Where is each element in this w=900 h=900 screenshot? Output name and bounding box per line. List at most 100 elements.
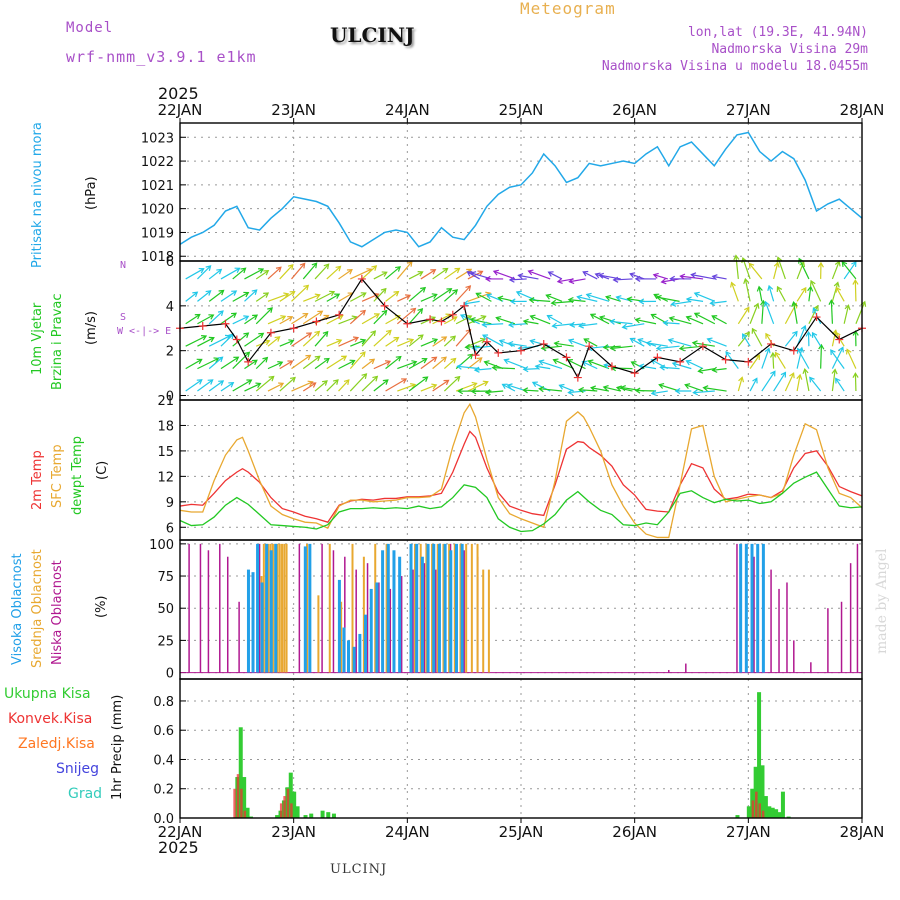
wind-arrow — [784, 372, 795, 392]
wind-arrow — [493, 270, 516, 280]
wind-arrowhead — [384, 360, 392, 366]
wind-arrow — [373, 271, 387, 280]
wind-arrowhead — [289, 376, 296, 383]
low-cloud-bar — [463, 550, 465, 673]
wind-arrow — [579, 323, 598, 327]
wind-arrow — [385, 291, 399, 302]
wind-arrowhead — [711, 274, 718, 281]
wind-arrow — [220, 382, 234, 392]
wind-arrowhead — [218, 289, 225, 296]
wind-arrow — [616, 386, 633, 392]
wind-arrow — [737, 377, 743, 392]
model-label: Model — [66, 20, 114, 36]
wind-arrowhead — [442, 267, 449, 274]
low-cloud-bar — [685, 663, 687, 673]
wind-arrow — [255, 357, 268, 370]
wind-arrow — [509, 278, 527, 281]
wind-arrowhead — [201, 335, 208, 341]
wind-arrowhead — [851, 260, 857, 267]
wind-arrowhead — [553, 340, 560, 347]
wind-arrowhead — [360, 309, 367, 316]
y-tick-label: 9 — [166, 496, 174, 511]
wind-arrow — [692, 342, 715, 347]
wind-arrow — [595, 273, 610, 280]
wind-arrowhead — [711, 315, 718, 321]
wind-arrowhead — [538, 359, 545, 366]
wind-arrowhead — [417, 334, 424, 340]
wind-arrowhead — [471, 381, 478, 388]
wind-arrowhead — [733, 254, 740, 261]
wind-arrow — [764, 301, 775, 324]
wind-arrow — [693, 390, 715, 394]
wind-arrowhead — [373, 313, 381, 319]
low-cloud-bar — [199, 543, 202, 673]
wind-arrowhead — [638, 298, 645, 305]
wind-arrow — [492, 367, 515, 370]
wind-gust-marker — [812, 313, 821, 322]
total-precip-bar — [303, 815, 308, 818]
wind-arrowhead — [602, 384, 609, 391]
wind-arrow — [291, 354, 311, 370]
wind-arrowhead — [262, 356, 269, 363]
wind-arrow — [768, 285, 775, 302]
wind-arrow — [373, 310, 388, 325]
conv-precip-bar — [283, 796, 286, 818]
wind-arrowhead — [835, 377, 841, 384]
wind-arrowhead — [780, 371, 787, 378]
wind-arrowhead — [246, 379, 253, 385]
wind-arrowhead — [217, 356, 224, 363]
wind-arrow — [776, 286, 786, 302]
wind-arrowhead — [228, 382, 235, 388]
low-cloud-bar — [188, 543, 190, 673]
wind-arrowhead — [507, 321, 514, 328]
wind-arrowhead — [466, 271, 473, 277]
wind-arrow — [463, 300, 480, 305]
wind-arrow — [255, 376, 275, 392]
wind-gust-marker — [471, 351, 480, 360]
wind-arrowhead — [838, 346, 844, 353]
high-cloud-bar — [437, 543, 441, 673]
wind-arrowhead — [287, 263, 294, 270]
wind-arrow — [408, 358, 427, 370]
wind-arrow — [539, 360, 563, 370]
wind-arrow — [208, 268, 222, 280]
wind-arrowhead — [621, 323, 628, 330]
wind-arrowhead — [491, 364, 498, 371]
wind-arrowhead — [637, 338, 644, 344]
wind-arrow — [267, 266, 282, 280]
wind-arrowhead — [508, 276, 515, 283]
mid-cloud-bar — [419, 543, 422, 673]
wind-gust-marker — [380, 301, 389, 310]
wind-compass-s: S — [120, 312, 127, 323]
mid-cloud-bar — [278, 543, 281, 673]
y-tick-label: 1021 — [141, 179, 174, 194]
wind-arrow — [539, 388, 563, 392]
wind-arrow — [303, 294, 320, 302]
wind-arrow — [656, 345, 680, 350]
low-cloud-bar — [298, 543, 301, 673]
mid-cloud-bar — [276, 543, 279, 673]
wind-arrow — [843, 261, 857, 280]
high-cloud-bar — [432, 543, 436, 673]
x-tick-label-top: 28JAN — [840, 101, 885, 119]
wind-arrowhead — [470, 388, 477, 395]
wind-arrowhead — [582, 270, 589, 277]
wind-arrow — [835, 378, 845, 392]
total-precip-bar — [275, 815, 280, 818]
total-precip-bar — [248, 816, 253, 818]
wind-arrowhead — [522, 387, 529, 394]
wind-arrow — [420, 384, 437, 392]
wind-arrow — [831, 330, 837, 347]
wind-arrowhead — [668, 316, 675, 322]
wind-arrow — [485, 390, 504, 394]
wind-arrowhead — [567, 338, 575, 345]
model-name: wrf-nmm_v3.9.1 e1km — [66, 48, 257, 66]
wind-arrow — [502, 383, 516, 392]
low-cloud-bar — [366, 563, 369, 673]
wind-arrowhead — [602, 344, 609, 351]
wind-arrow — [830, 349, 845, 369]
wind-arrowhead — [457, 388, 464, 395]
wind-arrow — [551, 300, 574, 304]
low-cloud-bar — [389, 588, 392, 673]
